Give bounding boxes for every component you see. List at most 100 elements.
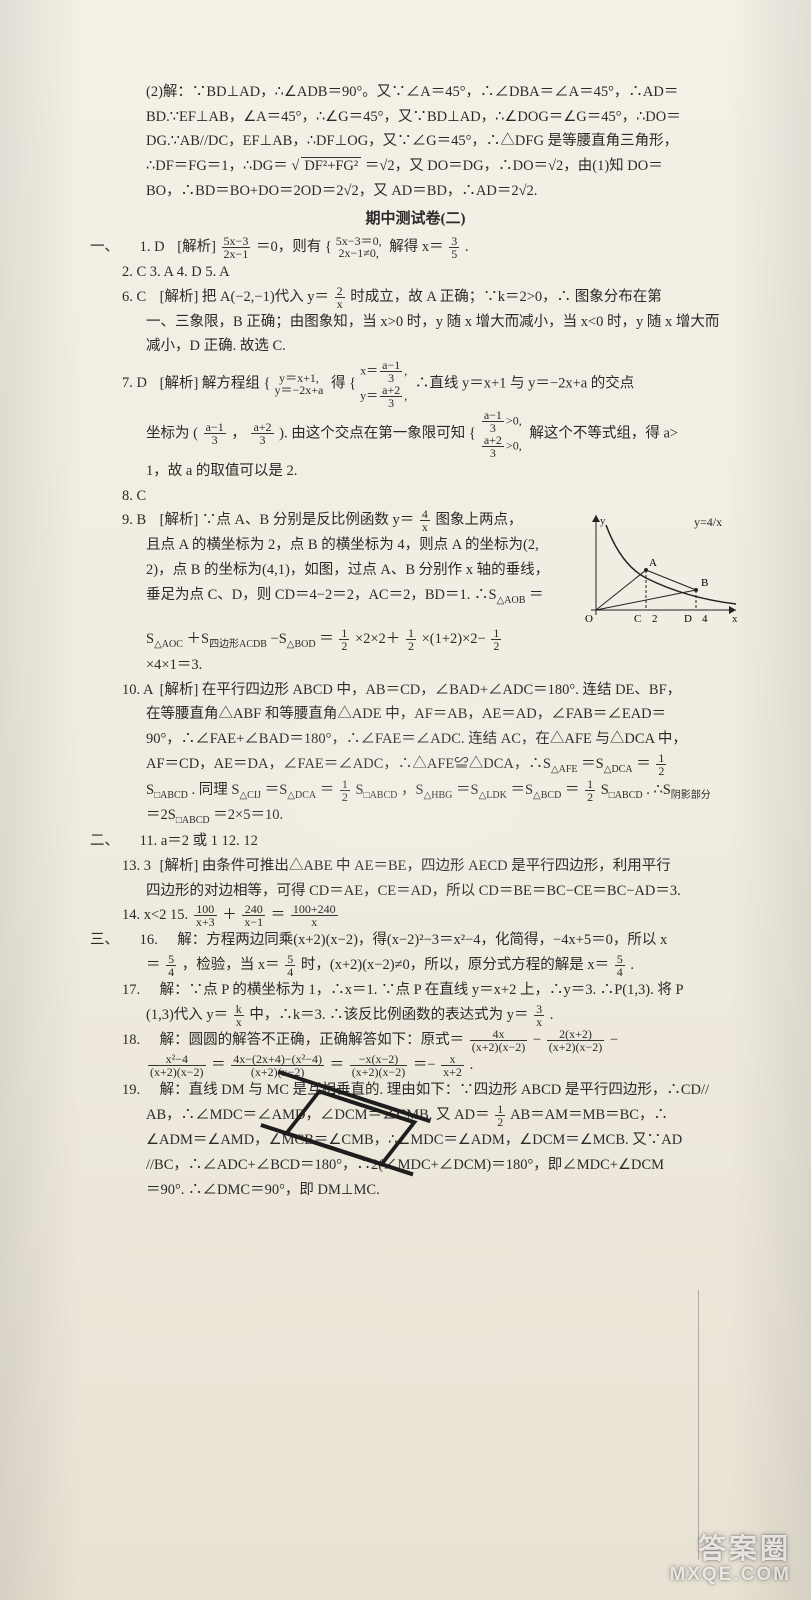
q10-l5f: ，S <box>401 782 424 798</box>
svg-text:D: D <box>684 613 692 625</box>
q9-l5a: S <box>146 631 154 647</box>
q9-h1d: 2 <box>339 640 349 652</box>
page-scan: (2)解：∵BD⊥AD，∴∠ADB＝90°。又∵∠A＝45°，∴∠DBA＝∠A＝… <box>0 0 811 1600</box>
q1-f1d: 2x−1 <box>222 248 251 260</box>
q1-f1n: 5x−3 <box>222 235 251 248</box>
q6-l1b: 时成立，故 A 正确；∵k＝2>0，∴ 图象分布在第 <box>350 289 661 305</box>
q19-l5: ＝90°. ∴∠DMC＝90°，即 DM⊥MC. <box>90 1178 741 1203</box>
q19-l2: AB，∴∠MDC＝∠AMD，∠DCM＝∠CMB. 又 AD＝ 12 AB＝AM＝… <box>90 1103 741 1128</box>
q7-mid: 得 <box>331 375 346 391</box>
q9-l1b: 图象上两点， <box>435 512 522 528</box>
q10-l4c: ＝ <box>636 756 651 772</box>
q19-l2a: AB，∴∠MDC＝∠AMD，∠DCM＝∠CMB. 又 AD＝ <box>146 1107 490 1123</box>
section-two-label: 二、 <box>90 829 136 854</box>
q18-f5d: x+2 <box>441 1066 464 1078</box>
q10-l5c: ＝S <box>265 782 288 798</box>
q7-l1b: ∴直线 y＝x+1 与 y＝−2x+a 的交点 <box>415 375 634 391</box>
svg-text:x: x <box>732 613 738 625</box>
q10-sub12: □ABCD <box>176 815 210 826</box>
crease-line <box>698 1290 699 1560</box>
q16-l2d: . <box>630 957 634 973</box>
q1-sys-bot: 2x−1≠0, <box>334 247 384 259</box>
q10-l6b: ＝2×5＝10. <box>213 807 283 823</box>
watermark: 答案圈 MXQE.COM <box>669 1534 791 1586</box>
top-l4b: ＝√2，又 DO＝DG，∴DO＝√2，由(1)知 DO＝ <box>365 158 663 174</box>
q11-text: 11. a＝2 或 1 12. 12 <box>140 833 258 849</box>
q1-f2n: 3 <box>449 235 459 248</box>
q9-l4: 垂足为点 C、D，则 CD＝4−2＝2，AC＝2，BD＝1. ∴S△AOB ＝ <box>90 583 570 609</box>
q10-l5h: ＝S <box>510 782 533 798</box>
q10-sub9: △BCD <box>533 789 561 800</box>
q19-l4: //BC，∴∠ADC+∠BCD＝180°，∴2(∠MDC+∠DCM)＝180°，… <box>90 1153 741 1178</box>
q17-l2b: 中，∴k＝3. ∴该反比例函数的表达式为 y＝ <box>249 1007 528 1023</box>
q17-l2a: (1,3)代入 y＝ <box>146 1007 228 1023</box>
q7-l2b: ). 由这个交点在第一象限可知 <box>279 425 465 441</box>
q10-h3n: 1 <box>585 778 595 791</box>
q6-num: 6. C <box>122 285 156 310</box>
q10-l6: ＝2S□ABCD ＝2×5＝10. <box>90 803 741 829</box>
q10-tag: [解析] <box>160 682 199 698</box>
q10-l5a: S <box>146 782 154 798</box>
q18-f0d: (x+2)(x−2) <box>148 1066 206 1078</box>
q7-num: 7. D <box>122 371 156 396</box>
section-three-label: 三、 <box>90 928 136 953</box>
q18-m2: − <box>610 1032 618 1048</box>
top-l5: BO，∴BD＝BO+DO＝2OD＝2√2，又 AD＝BD，∴AD＝2√2. <box>90 179 741 204</box>
q9-l5b: ＋S <box>187 631 210 647</box>
q1: 一、 1. D [解析] 5x−32x−1 ＝0，则有 {5x−3＝0,2x−1… <box>90 235 741 260</box>
q17-fkd: x <box>234 1016 244 1028</box>
q19-l1t: 解：直线 DM 与 MC 是互相垂直的. 理由如下：∵四边形 ABCD 是平行四… <box>160 1082 709 1098</box>
q1-num: 1. D <box>140 235 174 260</box>
top-l4: ∴DF＝FG＝1，∴DG＝ √DF²+FG² ＝√2，又 DO＝DG，∴DO＝√… <box>90 154 741 179</box>
q7-s3bd: 3 <box>482 447 504 459</box>
q16-l2b: ，检验，当 x＝ <box>182 957 280 973</box>
q9-fd: x <box>420 521 430 533</box>
q9-sub1: △AOB <box>497 595 526 606</box>
q18-f1d: (x+2)(x−2) <box>470 1041 528 1053</box>
q9-sub2: △AOC <box>154 639 183 650</box>
q9-l4b: ＝ <box>525 587 543 603</box>
q7-s2bd: 3 <box>380 397 402 409</box>
q9-l4a: 垂足为点 C、D，则 CD＝4−2＝2，AC＝2，BD＝1. ∴S <box>146 587 497 603</box>
q10-l4a: AF＝CD，AE＝DA，∠FAE＝∠ADC，∴△AFE≌△DCA，∴S <box>146 756 551 772</box>
q15-f2d: x−1 <box>242 916 265 928</box>
q10-sub5: △DCA <box>287 789 316 800</box>
watermark-l2: MXQE.COM <box>669 1565 791 1586</box>
q18-f2d: (x+2)(x−2) <box>547 1041 605 1053</box>
q18-m1: − <box>533 1032 541 1048</box>
q18-num: 18. <box>122 1028 156 1053</box>
q9-h3d: 2 <box>491 640 501 652</box>
q7-l2c: 解这个不等式组，得 a> <box>529 425 678 441</box>
q10-h1n: 1 <box>656 752 666 765</box>
q18-f4d: (x+2)(x−2) <box>350 1066 408 1078</box>
q10-h1d: 2 <box>656 765 666 777</box>
q19-l2b: AB＝AM＝MB＝BC，∴ <box>510 1107 668 1123</box>
paper-title: 期中测试卷(二) <box>90 207 741 233</box>
q10-num: 10. A <box>122 678 156 703</box>
q10-l5b: . 同理 S <box>192 782 240 798</box>
top-l1: (2)解：∵BD⊥AD，∴∠ADB＝90°。又∵∠A＝45°，∴∠DBA＝∠A＝… <box>90 80 741 105</box>
q15-eq: ＝ <box>271 907 286 923</box>
q9-h2d: 2 <box>406 640 416 652</box>
q10-sub4: △CIJ <box>239 789 261 800</box>
q10-l1t: 在平行四边形 ABCD 中，AB＝CD，∠BAD+∠ADC＝180°. 连结 D… <box>202 682 681 698</box>
q7-l3: 1，故 a 的取值可以是 2. <box>90 459 741 484</box>
q10-l5d: ＝ <box>320 782 335 798</box>
q7-l2: 坐标为 ( a−13 ， a+23 ). 由这个交点在第一象限可知 { a−13… <box>90 409 741 459</box>
q1-end: . <box>465 239 469 255</box>
q10-sub3: □ABCD <box>154 789 188 800</box>
q9-l6: ×4×1＝3. <box>90 653 741 678</box>
q16-l2a: ＝ <box>146 957 161 973</box>
q16-l2c: 时，(x+2)(x−2)≠0，所以，原分式方程的解是 x＝ <box>301 957 609 973</box>
svg-text:B: B <box>701 577 708 589</box>
q11-12: 二、 11. a＝2 或 1 12. 12 <box>90 829 741 854</box>
q1-mid: ＝0，则有 <box>256 239 321 255</box>
q9-graph: y=4/x y x A B O C 2 D 4 <box>576 510 741 625</box>
q10-l1: 10. A [解析] 在平行四边形 ABCD 中，AB＝CD，∠BAD+∠ADC… <box>90 678 741 703</box>
q17-l2c: . <box>550 1007 554 1023</box>
q8: 8. C <box>90 484 741 509</box>
q16-f1d: 4 <box>166 966 176 978</box>
q17-l2: (1,3)代入 y＝ kx 中，∴k＝3. ∴该反比例函数的表达式为 y＝ 3x… <box>90 1003 741 1028</box>
q7-sys1b: y＝−2x+a <box>273 384 326 396</box>
q1-after: 解得 x＝ <box>389 239 443 255</box>
